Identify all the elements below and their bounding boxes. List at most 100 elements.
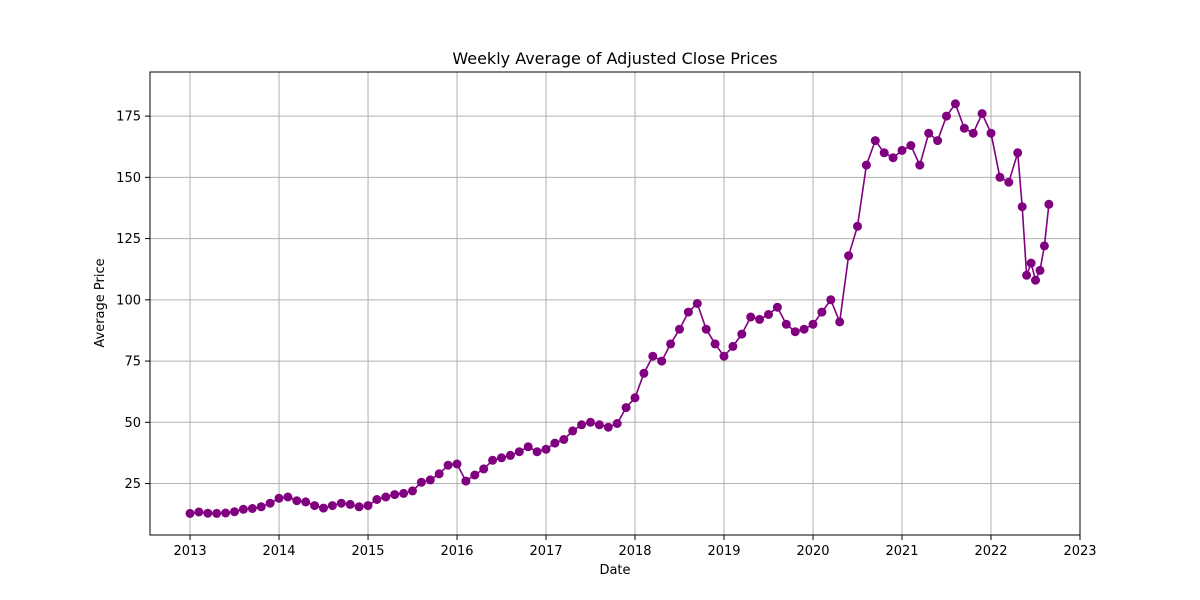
data-point <box>541 444 551 454</box>
data-point <box>390 490 400 500</box>
chart-title: Weekly Average of Adjusted Close Prices <box>452 49 777 68</box>
data-point <box>657 356 667 366</box>
data-point <box>212 508 222 518</box>
data-point <box>630 393 640 403</box>
data-point <box>408 486 417 496</box>
data-point <box>497 453 506 463</box>
data-point <box>301 497 311 507</box>
data-point <box>425 475 435 485</box>
data-point <box>238 504 248 514</box>
x-tick-label: 2018 <box>618 544 651 559</box>
data-point <box>416 477 426 487</box>
data-point <box>559 435 569 444</box>
data-point <box>1004 177 1014 187</box>
x-tick-label: 2019 <box>707 544 740 559</box>
x-tick-label: 2020 <box>796 544 829 559</box>
data-point <box>603 422 613 432</box>
data-point <box>1044 199 1054 209</box>
ticks: 2013 2014 2015 2016 2017 2018 2019 2020 2021 2022… <box>116 110 1096 559</box>
data-point <box>1035 265 1045 275</box>
data-point <box>675 324 684 334</box>
data-point <box>995 172 1005 182</box>
data-point <box>283 492 293 502</box>
data-point <box>265 498 275 508</box>
data-point <box>1039 241 1049 251</box>
data-point <box>870 136 880 146</box>
data-point <box>950 99 960 109</box>
data-point <box>666 339 676 349</box>
data-point <box>594 420 604 430</box>
data-point <box>968 128 978 138</box>
data-point <box>772 302 782 312</box>
data-point <box>755 314 765 324</box>
data-point <box>247 504 257 513</box>
x-tick-label: 2013 <box>174 544 207 559</box>
data-point <box>230 507 239 517</box>
data-point <box>443 460 453 470</box>
data-point <box>648 351 658 361</box>
data-point <box>826 295 836 305</box>
y-tick-label: 100 <box>116 293 141 308</box>
data-point <box>354 502 364 512</box>
y-tick-label: 175 <box>116 110 141 125</box>
data-point <box>1026 258 1036 268</box>
x-tick-label: 2022 <box>974 544 1007 559</box>
data-point <box>844 251 854 261</box>
y-tick-label: 150 <box>116 171 141 186</box>
data-point <box>550 438 560 448</box>
data-point <box>861 160 871 170</box>
data-point <box>728 341 738 351</box>
data-point <box>790 327 800 337</box>
data-point <box>977 109 987 119</box>
data-point <box>701 324 711 334</box>
data-point <box>203 508 213 518</box>
series <box>185 99 1054 518</box>
data-point <box>523 442 533 452</box>
data-point <box>692 299 702 308</box>
data-point <box>799 324 809 334</box>
data-point <box>1031 275 1040 285</box>
x-axis-label: Date <box>599 563 630 578</box>
y-tick-label: 25 <box>124 477 141 492</box>
data-point <box>897 145 907 155</box>
data-point <box>746 312 756 322</box>
y-tick-label: 75 <box>124 355 141 370</box>
x-tick-label: 2017 <box>529 544 562 559</box>
data-point <box>336 498 346 508</box>
data-point <box>452 459 462 469</box>
x-tick-label: 2016 <box>440 544 473 559</box>
data-point <box>710 339 720 349</box>
data-point <box>959 123 969 133</box>
data-point <box>381 492 391 502</box>
data-point <box>399 488 409 498</box>
data-point <box>1022 270 1032 280</box>
y-tick-label: 125 <box>116 232 141 247</box>
data-point <box>185 508 195 518</box>
data-point <box>586 417 595 427</box>
data-point <box>1013 148 1023 158</box>
data-point <box>319 503 328 513</box>
data-point <box>621 403 631 413</box>
data-point <box>808 319 818 329</box>
data-point <box>906 141 916 150</box>
data-point <box>488 455 498 465</box>
data-point <box>835 317 845 327</box>
data-point <box>612 419 622 428</box>
data-point <box>737 329 747 339</box>
data-point <box>781 319 791 329</box>
data-point <box>577 420 587 430</box>
data-point <box>194 507 204 517</box>
data-point <box>470 470 480 480</box>
data-point <box>888 153 898 163</box>
data-point <box>719 351 729 361</box>
data-point <box>817 307 827 317</box>
data-point <box>986 128 996 138</box>
data-point <box>1017 202 1027 212</box>
data-point <box>924 128 934 138</box>
data-point <box>221 508 231 518</box>
y-axis-label: Average Price <box>93 258 108 347</box>
data-point <box>933 136 943 146</box>
data-point <box>345 499 355 509</box>
data-point <box>434 469 444 479</box>
